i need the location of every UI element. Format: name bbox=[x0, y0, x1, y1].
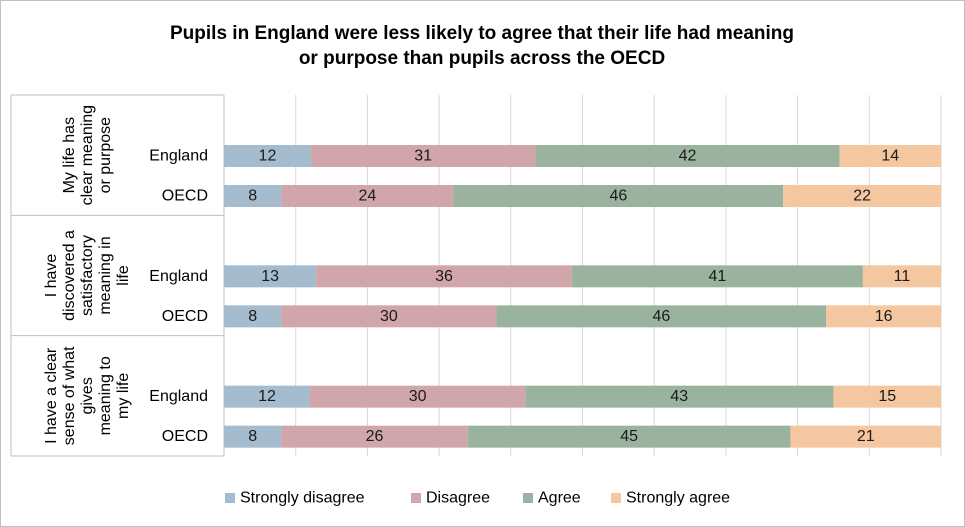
bar-segment-disagree bbox=[281, 185, 454, 207]
group-label-line: satisfactory bbox=[79, 235, 96, 316]
data-label: 36 bbox=[435, 268, 453, 285]
bar-segment-strongly-agree bbox=[862, 265, 941, 288]
legend-label: Strongly agree bbox=[626, 490, 730, 507]
category-label: England bbox=[149, 388, 208, 405]
data-label: 43 bbox=[670, 388, 688, 405]
data-label: 12 bbox=[259, 148, 277, 165]
data-label: 24 bbox=[359, 188, 377, 205]
group-label-line: sense of what bbox=[61, 346, 78, 445]
category-label: OECD bbox=[162, 188, 208, 205]
bar-segment-disagree bbox=[281, 425, 468, 448]
legend-swatch bbox=[611, 493, 621, 503]
bar-segment-disagree bbox=[310, 385, 526, 408]
group-label-line: or purpose bbox=[97, 117, 114, 194]
group-label-line: I have bbox=[43, 254, 60, 298]
data-label: 42 bbox=[679, 148, 697, 165]
bar-segment-strongly-disagree bbox=[224, 425, 282, 448]
bar-segment-strongly-agree bbox=[790, 425, 941, 448]
group-label-line: life bbox=[115, 265, 132, 286]
bar-segment-strongly-disagree bbox=[224, 385, 311, 408]
data-label: 31 bbox=[414, 148, 432, 165]
category-label: OECD bbox=[162, 428, 208, 445]
bar-segment-disagree bbox=[316, 265, 572, 288]
data-label: 46 bbox=[609, 188, 627, 205]
group-label-line: meaning in bbox=[97, 236, 114, 314]
data-label: 8 bbox=[248, 188, 257, 205]
data-label: 13 bbox=[261, 268, 279, 285]
group-label-line: My life has bbox=[61, 117, 78, 193]
group-label-line: gives bbox=[79, 377, 96, 414]
data-label: 16 bbox=[875, 308, 893, 325]
chart-title-line-2: or purpose than pupils across the OECD bbox=[299, 48, 665, 69]
bar-segment-strongly-disagree bbox=[224, 145, 311, 167]
data-label: 14 bbox=[881, 148, 899, 165]
group-label-line: meaning to bbox=[97, 356, 114, 435]
legend-swatch bbox=[523, 493, 533, 503]
group-label-line: I have a clear bbox=[43, 347, 60, 444]
data-label: 22 bbox=[853, 188, 871, 205]
data-label: 11 bbox=[894, 268, 911, 285]
legend-label: Strongly disagree bbox=[240, 490, 365, 507]
bar-segment-agree bbox=[467, 425, 791, 448]
data-label: 41 bbox=[708, 268, 726, 285]
legend-label: Disagree bbox=[426, 490, 490, 507]
bar-segment-strongly-agree bbox=[839, 145, 941, 167]
data-label: 30 bbox=[409, 388, 427, 405]
bar-segment-disagree bbox=[281, 305, 497, 328]
bar-segment-strongly-agree bbox=[783, 185, 941, 207]
bar-segment-agree bbox=[496, 305, 827, 328]
bar-segment-agree bbox=[453, 185, 784, 207]
bar-segment-strongly-disagree bbox=[224, 265, 317, 288]
data-label: 26 bbox=[366, 428, 384, 445]
category-label: OECD bbox=[162, 308, 208, 325]
data-label: 21 bbox=[857, 428, 875, 445]
legend-label: Agree bbox=[538, 490, 581, 507]
group-label-line: discovered a bbox=[61, 230, 78, 321]
bar-segment-strongly-disagree bbox=[224, 305, 282, 328]
bar-segment-agree bbox=[535, 145, 840, 167]
bar-segment-strongly-agree bbox=[833, 385, 941, 408]
chart-title-line-1: Pupils in England were less likely to ag… bbox=[170, 23, 794, 44]
legend-swatch bbox=[411, 493, 421, 503]
data-label: 8 bbox=[248, 308, 257, 325]
bar-segment-agree bbox=[571, 265, 863, 288]
data-label: 15 bbox=[878, 388, 896, 405]
bar-segment-strongly-disagree bbox=[224, 185, 282, 207]
data-label: 30 bbox=[380, 308, 398, 325]
category-label: England bbox=[149, 148, 208, 165]
bar-segment-disagree bbox=[310, 145, 536, 167]
data-label: 46 bbox=[652, 308, 670, 325]
group-label-line: clear meaning bbox=[79, 105, 96, 206]
legend-swatch bbox=[225, 493, 235, 503]
bar-segment-strongly-agree bbox=[826, 305, 941, 328]
group-label-line: my life bbox=[115, 373, 132, 419]
category-label: England bbox=[149, 268, 208, 285]
data-label: 45 bbox=[620, 428, 638, 445]
bar-segment-agree bbox=[525, 385, 834, 408]
data-label: 8 bbox=[248, 428, 257, 445]
data-label: 12 bbox=[258, 388, 276, 405]
